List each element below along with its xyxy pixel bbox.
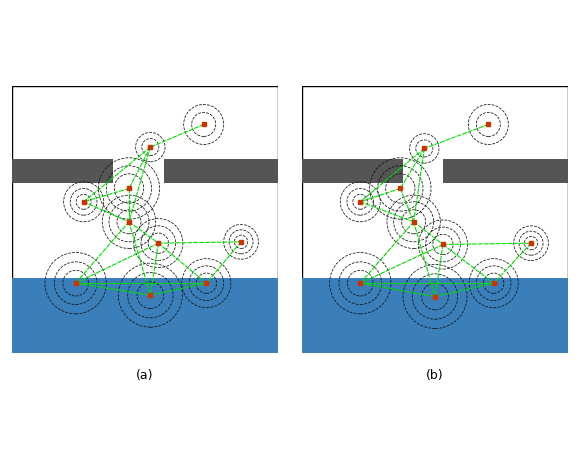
Bar (12, 159, 113, 183)
Bar (302, 278, 568, 353)
Bar (302, 159, 403, 183)
Bar (164, 159, 278, 183)
Bar (443, 159, 568, 183)
Text: (a): (a) (136, 368, 154, 382)
Text: (b): (b) (426, 368, 444, 382)
Bar (12, 278, 278, 353)
